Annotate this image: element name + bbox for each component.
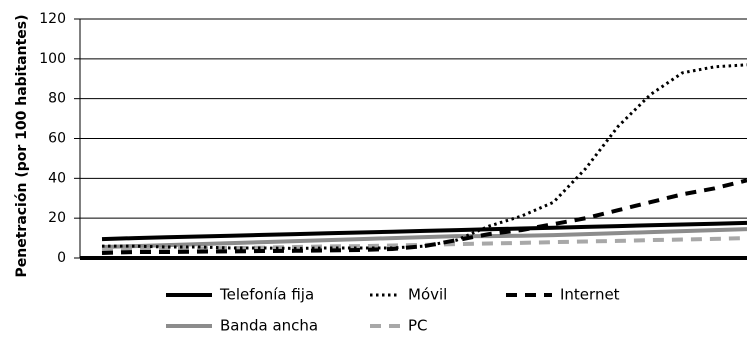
legend: Telefonía fija Móvil Internet Banda ancha PC [166, 286, 620, 335]
y-tick-label: 60 [48, 131, 66, 147]
series-line-pc [101, 236, 747, 252]
legend-label: Telefonía fija [219, 286, 314, 304]
series-line-banda-ancha [101, 227, 747, 249]
legend-label: Internet [560, 286, 620, 304]
y-tick-label: 0 [57, 250, 66, 266]
y-tick-label: 20 [48, 210, 66, 226]
y-tick-label: 40 [48, 170, 66, 186]
series-line-internet [101, 178, 747, 255]
axes: 0 20 40 60 80 100 120 [39, 11, 747, 266]
legend-label: Móvil [408, 286, 447, 304]
legend-label: PC [408, 317, 428, 335]
y-tick-label: 80 [48, 91, 66, 107]
series-line-m-vil [102, 63, 747, 250]
y-tick-label: 120 [39, 11, 66, 27]
legend-label: Banda ancha [220, 317, 318, 335]
y-tick-label: 100 [39, 51, 66, 67]
series-lines [101, 63, 747, 255]
series-line-telefon-a-fija [101, 220, 747, 242]
y-axis-label: Penetración (por 100 habitantes) [14, 15, 30, 278]
grid [80, 18, 747, 219]
